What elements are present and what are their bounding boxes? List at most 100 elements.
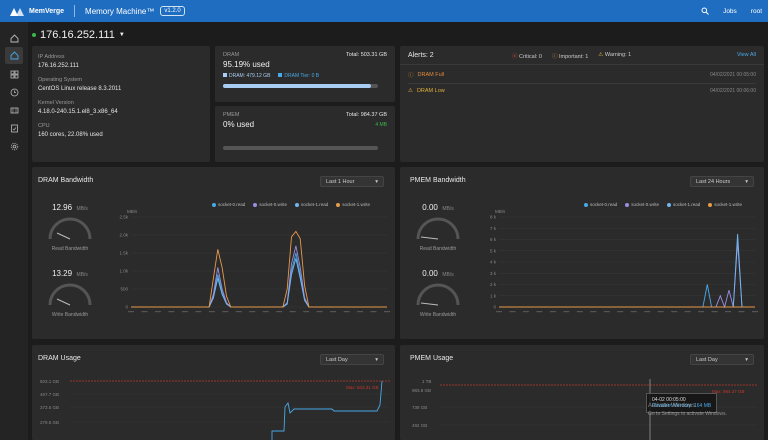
legend-item[interactable]: socket-0.read bbox=[212, 202, 245, 207]
legend-item[interactable]: socket-0.write bbox=[253, 202, 287, 207]
dram-legend-tier-text: DRAM Tier: 0 B bbox=[284, 73, 320, 79]
dram-usage-panel: DRAM Usage Last Day ▾ 503.1 GB 467.7 GB 3… bbox=[32, 345, 395, 440]
x-tick-mark bbox=[289, 311, 296, 313]
y-tick-label: 1 k bbox=[490, 293, 497, 298]
ip-value: 176.16.252.111 bbox=[38, 63, 79, 69]
important-icon: ⓘ bbox=[551, 54, 558, 60]
legend-label: socket-1.read bbox=[301, 202, 329, 207]
max-label: Max: 984.37 GB bbox=[712, 389, 745, 394]
version-badge: v1.2.0 bbox=[160, 6, 185, 16]
sidebar-item-memory[interactable] bbox=[5, 102, 23, 119]
chevron-down-icon: ▼ bbox=[118, 32, 125, 38]
legend-item[interactable]: socket-1.read bbox=[295, 202, 328, 207]
dram-bandwidth-title: DRAM Bandwidth bbox=[38, 177, 94, 184]
divider bbox=[400, 64, 764, 65]
read-bandwidth-gauge: 0.00 MB/s Read Bandwidth bbox=[408, 197, 468, 252]
y-tick-label: 0 bbox=[125, 305, 128, 310]
max-label: Max: 503.31 GB bbox=[346, 385, 379, 390]
alert-name: DRAM Full bbox=[417, 72, 445, 78]
legend-label: socket-0.read bbox=[590, 202, 618, 207]
alert-row[interactable]: ⚠ DRAM Low 04/02/2021 00:06:00 bbox=[408, 84, 756, 98]
y-tick-label: 500 bbox=[120, 287, 128, 292]
x-tick-mark bbox=[303, 311, 310, 313]
x-tick-mark bbox=[222, 311, 229, 313]
write-bandwidth-label: Write Bandwidth bbox=[51, 312, 89, 318]
chevron-down-icon: ▾ bbox=[375, 178, 378, 185]
dashboard-home-icon bbox=[10, 51, 18, 60]
legend-item[interactable]: socket-0.read bbox=[584, 202, 617, 207]
legend-swatch bbox=[625, 202, 630, 207]
alert-time: 04/02/2021 00:05:00 bbox=[710, 72, 756, 78]
report-icon bbox=[10, 124, 18, 133]
legend-item[interactable]: socket-1.write bbox=[336, 202, 370, 207]
brand-logo[interactable]: MemVerge bbox=[10, 7, 64, 16]
dram-legend-tier: DRAM Tier: 0 B bbox=[278, 73, 319, 79]
x-tick-mark bbox=[698, 311, 705, 313]
chevron-down-icon: ▾ bbox=[745, 356, 748, 363]
alert-warning: ⚠ Warning: 1 bbox=[598, 52, 631, 60]
alert-row[interactable]: ⓘ DRAM Full 04/02/2021 00:05:00 bbox=[408, 68, 756, 82]
alert-important-text: Important: 1 bbox=[559, 54, 589, 60]
y-tick-label: 1.0k bbox=[119, 269, 128, 274]
series-line-socket-1-write bbox=[131, 230, 387, 308]
brand-name: MemVerge bbox=[29, 7, 65, 15]
legend-label: socket-0.write bbox=[259, 202, 288, 207]
y-tick-label: 3 k bbox=[490, 271, 497, 276]
chevron-down-icon: ▾ bbox=[745, 178, 748, 185]
gauge-dial-icon bbox=[416, 217, 460, 240]
legend-item[interactable]: socket-0.write bbox=[625, 202, 659, 207]
sidebar-item-reports[interactable] bbox=[5, 120, 23, 137]
dram-bandwidth-range-select[interactable]: Last 1 Hour ▾ bbox=[320, 176, 384, 187]
write-bandwidth-unit: MB/s bbox=[442, 272, 454, 278]
ip-label: IP Address bbox=[38, 54, 65, 60]
host-selector[interactable]: 176.16.252.111 ▼ bbox=[32, 28, 125, 42]
read-bandwidth-value: 0.00 bbox=[422, 203, 438, 212]
alert-warning-text: Warning: 1 bbox=[604, 52, 632, 58]
write-bandwidth-gauge: 13.29 MB/s Write Bandwidth bbox=[40, 263, 100, 318]
y-tick-label: 983.8 GB bbox=[412, 388, 431, 393]
dram-total: Total: 503.31 GB bbox=[346, 52, 387, 58]
dram-usage-title: DRAM Usage bbox=[38, 355, 81, 362]
legend-item[interactable]: socket-1.write bbox=[708, 202, 742, 207]
cpu-label: CPU bbox=[38, 123, 50, 129]
x-tick-mark bbox=[549, 311, 556, 313]
user-menu[interactable]: root bbox=[750, 7, 762, 15]
legend-label: socket-0.read bbox=[218, 202, 246, 207]
jobs-link[interactable]: Jobs bbox=[723, 7, 737, 15]
x-tick-mark bbox=[752, 311, 758, 313]
x-tick-mark bbox=[496, 311, 502, 313]
x-tick-mark bbox=[657, 311, 664, 313]
sidebar-item-history[interactable] bbox=[5, 84, 23, 101]
alerts-panel: Alerts: 2 ⓧ Critical: 0 ⓘ Important: 1 ⚠… bbox=[400, 46, 764, 162]
app-title: Memory Machine™ bbox=[85, 6, 155, 16]
x-tick-mark bbox=[343, 311, 350, 313]
view-all-link[interactable]: View All bbox=[736, 52, 756, 58]
x-tick-mark bbox=[128, 311, 134, 313]
critical-icon: ⓧ bbox=[512, 54, 518, 60]
dram-label: DRAM bbox=[223, 52, 240, 58]
dram-usage-range-select[interactable]: Last Day ▾ bbox=[320, 354, 384, 365]
legend-item[interactable]: socket-1.read bbox=[667, 202, 700, 207]
sidebar-item-dashboard[interactable] bbox=[5, 47, 23, 64]
x-tick-mark bbox=[208, 311, 215, 313]
pmem-bandwidth-range-select[interactable]: Last 24 Hours ▾ bbox=[690, 176, 754, 187]
y-axis-unit: MB/s bbox=[495, 209, 506, 214]
legend-swatch bbox=[253, 202, 258, 207]
sidebar-item-apps[interactable] bbox=[5, 66, 23, 83]
pmem-used-value: 4 MB bbox=[375, 122, 387, 128]
pmem-bandwidth-chart: MB/s8 k 7 k 6 k 5 k 4 k 3 k 2 k 1 k 0 bbox=[490, 209, 758, 313]
legend-swatch bbox=[584, 202, 588, 207]
alert-counts: ⓧ Critical: 0 ⓘ Important: 1 ⚠ Warning: … bbox=[512, 52, 631, 60]
search-icon[interactable] bbox=[701, 7, 709, 15]
x-tick-mark bbox=[249, 311, 256, 313]
y-tick-label: 1 TB bbox=[422, 379, 431, 384]
y-tick-label: 279.5 GB bbox=[40, 420, 59, 425]
pmem-usage-range-select[interactable]: Last Day ▾ bbox=[690, 354, 754, 365]
read-bandwidth-unit: MB/s bbox=[442, 206, 454, 212]
pmem-bandwidth-panel: PMEM Bandwidth Last 24 Hours ▾ 0.00 MB/s … bbox=[400, 167, 764, 339]
x-tick-mark bbox=[603, 311, 610, 313]
sidebar-item-home[interactable] bbox=[5, 30, 23, 47]
sidebar-item-settings[interactable] bbox=[5, 138, 23, 155]
host-ip: 176.16.252.111 bbox=[40, 29, 115, 41]
pmem-label: PMEM bbox=[223, 112, 240, 118]
